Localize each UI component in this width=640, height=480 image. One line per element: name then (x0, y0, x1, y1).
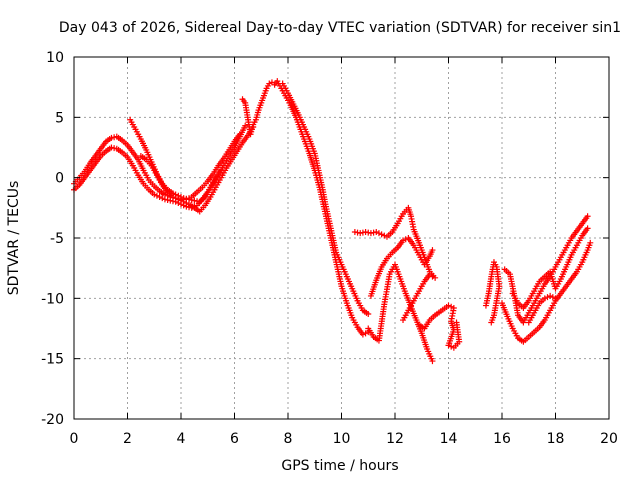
data-point (429, 358, 436, 365)
series-track-j (400, 271, 436, 324)
data-point (584, 225, 591, 232)
series-track-n (501, 213, 591, 326)
data-point (373, 228, 380, 235)
data-point (111, 134, 118, 141)
x-tick-label: 8 (284, 431, 293, 447)
data-point (354, 229, 361, 236)
data-point (153, 192, 160, 199)
x-tick-label: 20 (600, 431, 618, 447)
data-point (552, 295, 559, 302)
data-point (448, 343, 455, 350)
x-tick-label: 0 (70, 431, 79, 447)
data-point (432, 274, 439, 281)
data-point (549, 294, 556, 301)
data-point (159, 195, 166, 202)
data-point (188, 196, 195, 203)
series-track-b (71, 131, 243, 203)
data-point (191, 197, 198, 204)
x-tick-label: 16 (493, 431, 511, 447)
series-track-p (525, 292, 559, 326)
y-tick-label: 10 (46, 50, 64, 66)
data-point (365, 229, 372, 236)
data-point (359, 229, 366, 236)
data-point (584, 213, 591, 220)
data-point (429, 273, 436, 280)
data-point (194, 198, 201, 205)
data-point (429, 247, 436, 254)
data-point (242, 122, 249, 129)
x-tick-label: 10 (333, 431, 351, 447)
x-tick-label: 14 (440, 431, 458, 447)
data-point (402, 236, 409, 243)
x-tick-label: 2 (123, 431, 132, 447)
data-point (544, 294, 551, 301)
x-tick-label: 18 (547, 431, 565, 447)
data-point (180, 198, 187, 205)
y-axis-label: SDTVAR / TECUs (6, 181, 22, 296)
series-track-c (127, 116, 225, 205)
data-point (378, 231, 385, 238)
data-point (108, 134, 115, 141)
data-point (108, 144, 115, 151)
x-axis-label: GPS time / hours (281, 458, 398, 474)
y-tick-label: 0 (55, 171, 64, 187)
data-point (175, 196, 182, 203)
data-series (71, 78, 594, 365)
series-track-d (137, 123, 257, 215)
data-point (488, 319, 495, 326)
data-point (172, 195, 179, 202)
data-point (169, 193, 176, 200)
data-point (266, 80, 273, 87)
data-point (453, 319, 460, 326)
data-point (357, 230, 364, 237)
data-point (445, 342, 452, 349)
data-point (359, 331, 366, 338)
data-point (547, 292, 554, 299)
data-point (151, 191, 158, 198)
grid (74, 57, 609, 419)
x-tick-label: 12 (386, 431, 404, 447)
data-point (183, 200, 190, 207)
data-point (111, 145, 118, 152)
y-tick-label: -15 (41, 352, 64, 368)
y-tick-label: 5 (55, 110, 64, 126)
series-track-m (499, 239, 594, 345)
data-point (362, 228, 369, 235)
data-point (541, 295, 548, 302)
data-point (400, 237, 407, 244)
data-point (375, 230, 382, 237)
series-track-h (367, 235, 436, 299)
data-point (370, 229, 377, 236)
data-point (156, 193, 163, 200)
data-point (236, 131, 243, 138)
data-point (351, 228, 358, 235)
series-track-o (509, 225, 591, 311)
series-track-k (416, 302, 463, 351)
series-track-i (365, 261, 436, 365)
data-point (445, 302, 452, 309)
chart-title: Day 043 of 2026, Sidereal Day-to-day VTE… (59, 20, 621, 36)
data-point (367, 230, 374, 237)
data-point (365, 311, 372, 318)
data-point (448, 303, 455, 310)
series-track-l (482, 259, 503, 326)
series-track-g (351, 204, 439, 281)
x-tick-label: 4 (177, 431, 186, 447)
x-tick-label: 6 (230, 431, 239, 447)
data-point (362, 330, 369, 337)
series-track-f (279, 80, 372, 318)
y-tick-label: -5 (50, 231, 64, 247)
data-point (587, 239, 594, 246)
axis-ticks: 0 2 4 6 8 10 12 14 16 18 20 10 5 0 -5 -10 -15 -20 (41, 50, 618, 447)
data-point (178, 197, 184, 204)
y-tick-label: -20 (41, 412, 64, 428)
series-track-a (71, 122, 249, 211)
y-tick-label: -10 (41, 291, 64, 307)
